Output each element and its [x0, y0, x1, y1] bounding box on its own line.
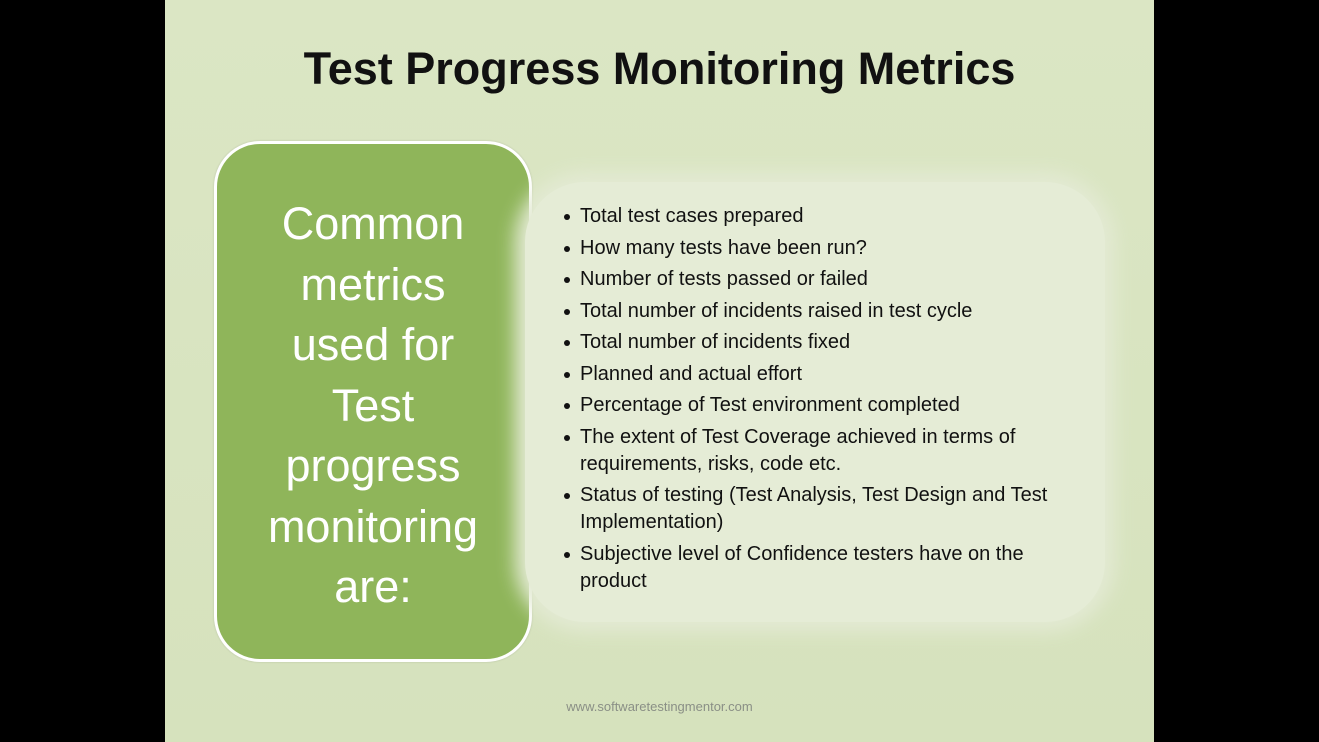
metric-item: Status of testing (Test Analysis, Test D…	[561, 482, 1061, 536]
footer-url: www.softwaretestingmentor.com	[566, 699, 753, 714]
slide-title: Test Progress Monitoring Metrics	[303, 43, 1016, 94]
metric-item: Total number of incidents raised in test…	[561, 298, 1061, 325]
metric-item: How many tests have been run?	[561, 235, 1061, 262]
metric-item: Planned and actual effort	[561, 361, 1061, 388]
metrics-list: Total test cases prepared How many tests…	[561, 203, 1061, 599]
highlight-line: metrics	[300, 258, 446, 310]
metric-item: Number of tests passed or failed	[561, 266, 1061, 293]
highlight-text: Common metrics used for Test progress mo…	[217, 194, 529, 618]
slide: Test Progress Monitoring Metrics Common …	[165, 0, 1154, 742]
bullet-panel	[525, 182, 1105, 622]
metric-item: The extent of Test Coverage achieved in …	[561, 424, 1061, 478]
highlight-line: used for	[291, 319, 455, 370]
highlight-line: Common	[281, 198, 465, 249]
metric-item: Subjective level of Confidence testers h…	[561, 541, 1061, 595]
highlight-line: monitoring	[267, 500, 479, 552]
highlight-line: progress	[285, 440, 461, 491]
highlight-line: are:	[334, 561, 412, 612]
highlight-line: Test	[331, 379, 415, 431]
metric-item: Total test cases prepared	[561, 203, 1061, 230]
metric-item: Percentage of Test environment completed	[561, 392, 1061, 419]
highlight-box: Common metrics used for Test progress mo…	[214, 141, 532, 662]
metric-item: Total number of incidents fixed	[561, 329, 1061, 356]
